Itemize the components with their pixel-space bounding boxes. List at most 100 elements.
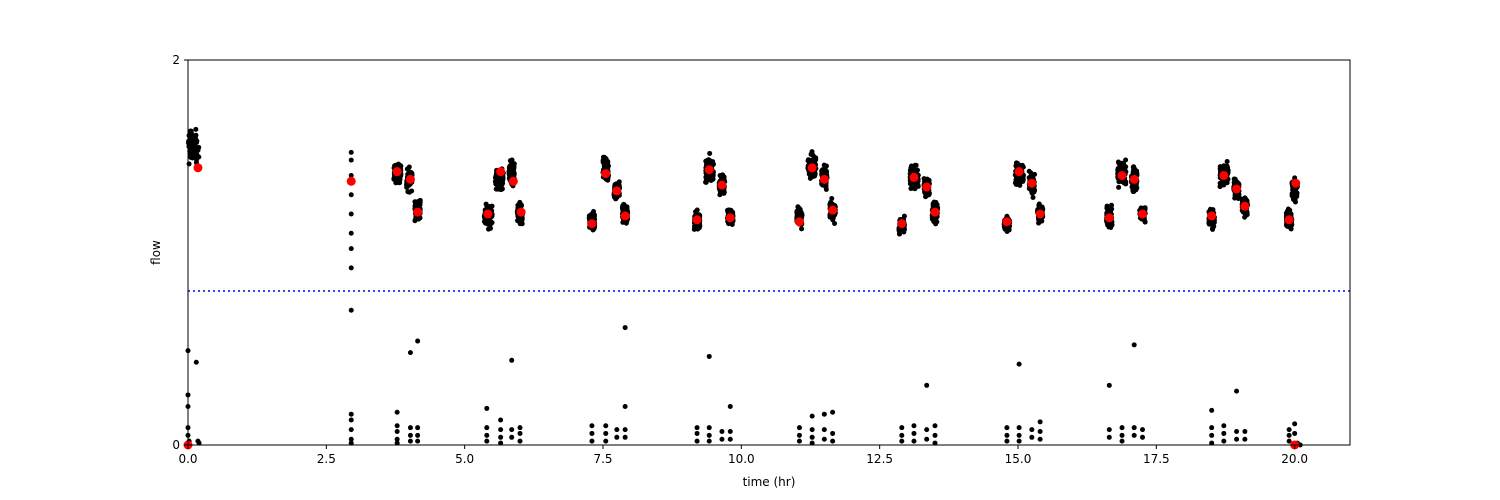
data-point bbox=[1030, 189, 1036, 195]
data-point bbox=[1232, 195, 1238, 201]
mean-point bbox=[413, 207, 423, 217]
data-point bbox=[1029, 427, 1035, 433]
data-point bbox=[1019, 162, 1025, 168]
data-point bbox=[1209, 432, 1215, 438]
data-point bbox=[1210, 207, 1216, 213]
data-point bbox=[622, 434, 628, 440]
data-point bbox=[407, 438, 413, 444]
data-point bbox=[622, 427, 628, 433]
mean-point bbox=[704, 165, 714, 175]
data-point bbox=[405, 183, 411, 189]
data-point bbox=[1123, 181, 1129, 187]
data-point bbox=[1209, 425, 1215, 431]
data-point bbox=[899, 425, 905, 431]
data-point bbox=[487, 225, 493, 231]
data-point bbox=[1290, 193, 1296, 199]
data-point bbox=[830, 438, 836, 444]
mean-point bbox=[1027, 178, 1037, 188]
mean-point bbox=[897, 219, 907, 229]
mean-point bbox=[807, 163, 817, 173]
data-point bbox=[1119, 432, 1125, 438]
data-point bbox=[186, 138, 192, 144]
data-point bbox=[509, 357, 515, 363]
x-tick-label: 17.5 bbox=[1143, 452, 1170, 466]
data-point bbox=[1115, 159, 1121, 165]
x-tick-label: 15.0 bbox=[1005, 452, 1032, 466]
data-point bbox=[591, 214, 597, 220]
data-point bbox=[407, 425, 413, 431]
data-point bbox=[348, 427, 354, 433]
data-point bbox=[603, 430, 609, 436]
mean-point bbox=[794, 217, 804, 227]
data-point bbox=[415, 438, 421, 444]
mean-point bbox=[392, 167, 402, 177]
data-point bbox=[508, 159, 514, 165]
data-point bbox=[1004, 438, 1010, 444]
mean-point bbox=[346, 176, 356, 186]
mean-point bbox=[930, 207, 940, 217]
data-point bbox=[1106, 382, 1112, 388]
data-point bbox=[348, 411, 354, 417]
data-point bbox=[511, 169, 517, 175]
data-point bbox=[394, 423, 400, 429]
data-point bbox=[591, 208, 597, 214]
mean-point bbox=[193, 163, 203, 173]
data-point bbox=[1242, 436, 1248, 442]
data-point bbox=[391, 176, 397, 182]
data-point bbox=[1004, 425, 1010, 431]
data-point bbox=[498, 417, 504, 423]
data-point bbox=[191, 146, 197, 152]
data-point bbox=[1292, 430, 1298, 436]
data-point bbox=[924, 382, 930, 388]
data-point bbox=[507, 170, 513, 176]
data-point bbox=[1131, 342, 1137, 348]
data-point bbox=[193, 126, 199, 132]
data-point bbox=[348, 307, 354, 313]
mean-point bbox=[620, 211, 630, 221]
data-point bbox=[1234, 429, 1240, 435]
data-point bbox=[932, 423, 938, 429]
data-point bbox=[603, 159, 609, 165]
mean-point bbox=[1138, 209, 1147, 219]
data-point bbox=[1286, 432, 1292, 438]
mean-point bbox=[601, 169, 611, 179]
mean-point bbox=[1240, 201, 1250, 211]
data-point bbox=[1106, 427, 1112, 433]
data-point bbox=[830, 201, 836, 207]
mean-point bbox=[909, 172, 919, 182]
mean-point bbox=[483, 209, 493, 219]
data-point bbox=[693, 209, 699, 215]
data-point bbox=[348, 149, 354, 155]
data-point bbox=[1292, 421, 1298, 427]
data-point bbox=[348, 436, 354, 442]
data-point bbox=[348, 173, 354, 178]
data-point bbox=[1209, 407, 1215, 413]
data-point bbox=[829, 196, 835, 202]
mean-point bbox=[922, 182, 932, 192]
mean-point bbox=[692, 215, 702, 225]
mean-point bbox=[516, 207, 526, 217]
mean-point bbox=[1002, 217, 1012, 227]
data-point bbox=[348, 192, 354, 198]
data-point bbox=[589, 430, 595, 436]
data-point bbox=[704, 175, 710, 181]
data-point bbox=[622, 404, 628, 409]
data-point bbox=[809, 440, 815, 446]
data-point bbox=[796, 432, 802, 438]
data-point bbox=[193, 132, 199, 138]
x-tick-label: 5.0 bbox=[455, 452, 474, 466]
data-point bbox=[394, 436, 400, 442]
data-point bbox=[1016, 432, 1022, 438]
data-point bbox=[614, 427, 620, 433]
data-point bbox=[348, 417, 354, 423]
data-point bbox=[1221, 438, 1227, 444]
data-point bbox=[706, 432, 712, 438]
data-point bbox=[1234, 436, 1240, 442]
data-point bbox=[484, 203, 490, 209]
mean-point bbox=[405, 174, 415, 184]
data-point bbox=[727, 436, 733, 442]
data-point bbox=[348, 157, 354, 163]
data-point bbox=[348, 265, 354, 271]
data-point bbox=[819, 167, 825, 173]
